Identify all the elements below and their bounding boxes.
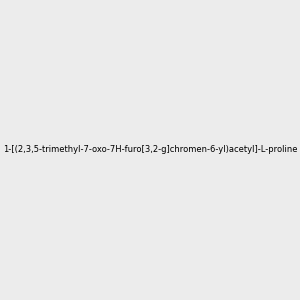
Text: 1-[(2,3,5-trimethyl-7-oxo-7H-furo[3,2-g]chromen-6-yl)acetyl]-L-proline: 1-[(2,3,5-trimethyl-7-oxo-7H-furo[3,2-g]…	[3, 146, 297, 154]
